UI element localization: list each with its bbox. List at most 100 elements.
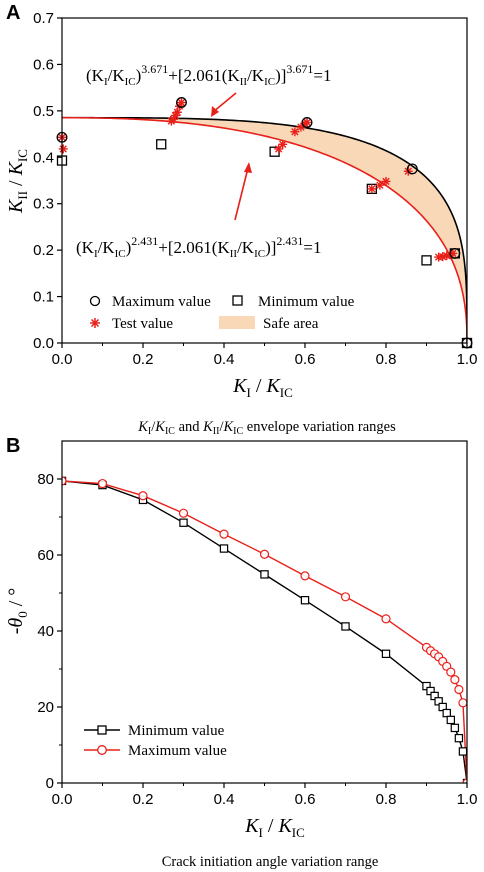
panel-a-ytick-label: 0.3 bbox=[33, 196, 54, 213]
min-angle-point bbox=[341, 622, 350, 631]
legend-safe-swatch bbox=[219, 316, 255, 329]
panel-b-xtick-label: 0.8 bbox=[376, 791, 397, 808]
legend-test-label: Test value bbox=[112, 316, 173, 332]
panel-b-axes: 0.0 0.2 0.4 0.6 0.8 1.0 0 20 40 60 80 bbox=[37, 471, 477, 808]
panel-a-ytick-label: 0.5 bbox=[33, 103, 54, 120]
panel-a-axes: 0.0 0.2 0.4 0.6 0.8 1.0 0.0 0.1 0.2 0.3 0.4 0.5 0.6 0… bbox=[33, 10, 477, 368]
min-value-point bbox=[156, 139, 167, 150]
panel-a-ylabel: KII / KIC bbox=[5, 149, 30, 214]
min-angle-point bbox=[446, 715, 456, 725]
test-value-point bbox=[176, 98, 186, 107]
arrow-upper-head bbox=[211, 106, 219, 117]
panel-b-caption: Crack initiation angle variation range bbox=[162, 854, 379, 870]
max-angle-point bbox=[340, 592, 351, 602]
max-angle-point bbox=[178, 508, 189, 518]
panel-a-ytick-label: 0.0 bbox=[33, 335, 54, 352]
panel-a-xtick-label: 0.0 bbox=[52, 351, 73, 368]
min-angle-point bbox=[300, 596, 310, 605]
test-value-point bbox=[367, 184, 377, 194]
panel-a-xtick-label: 0.8 bbox=[376, 351, 397, 368]
panel-b-xlabel: KI / KIC bbox=[244, 815, 305, 840]
test-value-point bbox=[278, 139, 288, 149]
test-value-point bbox=[375, 180, 385, 190]
max-value-point bbox=[406, 163, 418, 175]
panel-a-xtick-label: 0.2 bbox=[133, 351, 154, 368]
panel-a-xtick-label: 0.4 bbox=[214, 351, 235, 368]
panel-b-xtick-label: 0.2 bbox=[133, 791, 154, 808]
legend-safe-label: Safe area bbox=[263, 316, 319, 332]
max-angle-point bbox=[62, 476, 67, 486]
max-angle-point bbox=[138, 491, 148, 501]
legend-max-label: Maximum value bbox=[112, 294, 211, 310]
panel-a-xtick-label: 1.0 bbox=[457, 351, 478, 368]
panel-b-ytick-label: 0 bbox=[46, 775, 54, 792]
min-value-point bbox=[421, 255, 432, 266]
panel-b-ytick-label: 60 bbox=[37, 547, 54, 564]
max-angle-point bbox=[462, 778, 467, 783]
panel-b-ytick-label: 40 bbox=[37, 623, 54, 640]
panel-a-plot: 0.0 0.2 0.4 0.6 0.8 1.0 0.0 0.1 0.2 0.3 0.4 0.5 0.6 0… bbox=[5, 10, 477, 437]
lower-envelope-curve bbox=[62, 116, 467, 343]
min-angle-point bbox=[381, 649, 391, 659]
equation-upper: (KI/KIC)3.671+[2.061(KII/KIC)]3.671=1 bbox=[86, 62, 331, 88]
panel-b-xtick-label: 1.0 bbox=[457, 791, 478, 808]
legend-test-marker bbox=[90, 318, 100, 328]
arrow-upper bbox=[212, 92, 237, 113]
legend-min-marker bbox=[232, 295, 243, 306]
test-value-point bbox=[58, 144, 68, 154]
min-angle-point bbox=[458, 747, 467, 756]
max-angle-point bbox=[458, 698, 467, 708]
series-line bbox=[62, 480, 467, 783]
max-angle-point bbox=[454, 684, 464, 695]
panel-b-xtick-label: 0.0 bbox=[52, 791, 73, 808]
panel-b-plot: 0.0 0.2 0.4 0.6 0.8 1.0 0 20 40 60 80 Minimum valu… bbox=[5, 440, 477, 870]
panel-a-ytick-label: 0.4 bbox=[33, 149, 54, 166]
max-value-point bbox=[449, 247, 461, 259]
max-angle-point bbox=[381, 614, 391, 624]
max-angle-point bbox=[450, 675, 460, 685]
legend-b-max-marker bbox=[97, 745, 107, 755]
series-line bbox=[62, 480, 467, 783]
legend-max-marker bbox=[89, 295, 101, 307]
panel-b-legend: Minimum value Maximum value bbox=[84, 723, 227, 759]
panel-a-legend: Maximum value Minimum value Test value S… bbox=[89, 294, 355, 332]
test-value-point bbox=[290, 127, 300, 137]
test-value-point bbox=[274, 144, 284, 154]
panel-a-ytick-label: 0.6 bbox=[33, 56, 54, 73]
max-value-point bbox=[176, 97, 187, 108]
panel-a-ytick-label: 0.2 bbox=[33, 242, 54, 259]
legend-b-max-label: Maximum value bbox=[128, 743, 227, 759]
panel-b-ytick-label: 80 bbox=[37, 471, 54, 488]
arrow-lower-head bbox=[244, 162, 252, 173]
panel-a-xlabel: KI / KIC bbox=[232, 375, 293, 400]
panel-a-xtick-label: 0.6 bbox=[295, 351, 316, 368]
legend-min-label: Minimum value bbox=[258, 294, 355, 310]
panel-b-xtick-label: 0.4 bbox=[214, 791, 235, 808]
test-value-point bbox=[172, 107, 182, 117]
min-angle-point bbox=[454, 733, 464, 743]
min-angle-point bbox=[450, 723, 460, 733]
panel-b-label: B bbox=[6, 435, 20, 457]
max-angle-point bbox=[259, 549, 270, 559]
legend-b-min-label: Minimum value bbox=[128, 723, 225, 739]
panel-a-ytick-label: 0.7 bbox=[33, 10, 54, 27]
panel-a-caption: KI/KIC and KII/KIC envelope variation ra… bbox=[137, 419, 396, 437]
min-angle-point bbox=[442, 708, 451, 718]
max-angle-point bbox=[300, 571, 310, 581]
test-value-point bbox=[381, 176, 391, 186]
max-value-point bbox=[301, 117, 313, 128]
panel-a-ytick-label: 0.1 bbox=[33, 289, 54, 306]
min-angle-point bbox=[260, 570, 269, 579]
panel-b-ylabel: -θ0 / ° bbox=[5, 588, 30, 635]
min-angle-point bbox=[179, 518, 188, 527]
panel-b-series bbox=[62, 476, 467, 783]
max-angle-point bbox=[446, 667, 456, 677]
panel-b-ytick-label: 20 bbox=[37, 699, 54, 716]
arrow-lower bbox=[234, 167, 249, 221]
max-angle-point bbox=[219, 529, 229, 539]
panel-a-label: A bbox=[6, 2, 20, 24]
test-value-point bbox=[302, 117, 312, 127]
max-angle-point bbox=[97, 478, 108, 489]
panel-b-xtick-label: 0.6 bbox=[295, 791, 316, 808]
